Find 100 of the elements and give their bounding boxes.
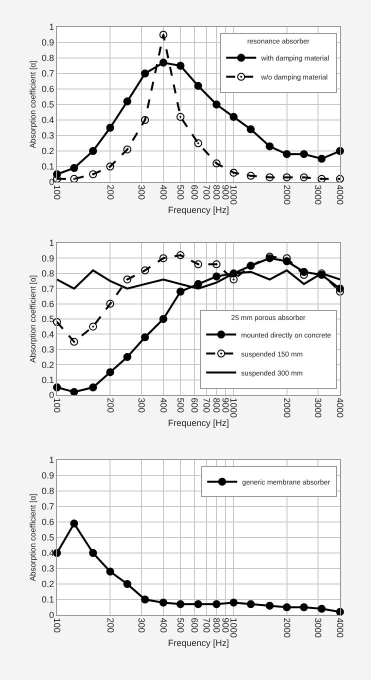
x-tick-label: 700 xyxy=(201,398,212,413)
point xyxy=(89,322,98,331)
point xyxy=(123,353,132,361)
point xyxy=(70,164,78,172)
x-tick-label: 400 xyxy=(158,398,168,413)
x-tick-label: 700 xyxy=(201,618,212,633)
point xyxy=(212,159,221,168)
y-tick-label: 0.4 xyxy=(42,329,54,340)
y-tick-label: 0.6 xyxy=(42,298,54,309)
point xyxy=(70,174,78,183)
y-tick-label: 0.9 xyxy=(42,38,54,48)
point xyxy=(141,596,150,604)
y-tick-label: 0.2 xyxy=(42,360,54,370)
x-tick-label: 4000 xyxy=(335,618,346,638)
x-tick-label: 1000 xyxy=(228,618,239,638)
x-tick-label: 100 xyxy=(52,618,62,633)
point xyxy=(106,162,114,170)
x-tick-label: 400 xyxy=(158,618,168,633)
x-tick-label: 800 xyxy=(212,618,222,633)
x-tick-label: 2000 xyxy=(282,618,292,638)
point xyxy=(176,251,184,260)
point xyxy=(246,172,255,180)
point xyxy=(318,174,326,183)
x-tick-label: 100 xyxy=(52,398,62,413)
point xyxy=(246,125,255,134)
point xyxy=(266,173,274,182)
point xyxy=(159,254,168,262)
y-tick-label: 0.1 xyxy=(42,594,54,605)
point xyxy=(318,154,326,163)
x-tick-label: 900 xyxy=(220,184,231,200)
point xyxy=(266,602,274,610)
x-tick-label: 100 xyxy=(52,184,62,200)
y-axis-title: Absorption coefficient [α] xyxy=(28,60,38,148)
y-tick-label: 1 xyxy=(49,238,54,248)
x-tick-label: 300 xyxy=(136,618,146,633)
x-tick-label: 3000 xyxy=(313,618,324,638)
point xyxy=(70,338,78,346)
point xyxy=(230,112,238,121)
point xyxy=(106,124,114,132)
point xyxy=(282,173,291,182)
point xyxy=(176,62,184,70)
y-tick-label: 0.6 xyxy=(42,517,54,528)
x-tick-label: 300 xyxy=(136,398,146,413)
point xyxy=(70,520,78,528)
x-tick-label: 3000 xyxy=(313,184,324,205)
y-tick-label: 0.5 xyxy=(42,100,54,110)
point xyxy=(266,142,274,150)
y-tick-label: 1 xyxy=(49,22,54,32)
point xyxy=(336,174,344,183)
point xyxy=(194,260,202,268)
y-tick-label: 0.9 xyxy=(42,253,54,264)
x-tick-label: 500 xyxy=(176,398,186,413)
point xyxy=(123,275,132,284)
point xyxy=(300,603,308,612)
point xyxy=(123,97,132,106)
y-tick-label: 0.2 xyxy=(42,579,54,590)
x-tick-label: 2000 xyxy=(282,398,292,418)
point xyxy=(230,168,238,177)
point xyxy=(123,145,132,154)
point xyxy=(159,315,168,323)
y-tick-label: 0.3 xyxy=(42,344,54,355)
point xyxy=(194,280,202,288)
point xyxy=(300,173,308,182)
point xyxy=(53,318,61,326)
x-tick-label: 900 xyxy=(220,618,231,633)
x-tick-label: 4000 xyxy=(335,184,346,205)
y-tick-label: 0.9 xyxy=(42,470,54,481)
point xyxy=(70,388,78,396)
x-tick-label: 600 xyxy=(190,618,200,633)
point xyxy=(176,600,184,608)
y-tick-label: 0.2 xyxy=(42,146,54,156)
y-tick-label: 1 xyxy=(49,455,54,466)
point xyxy=(246,600,255,608)
point xyxy=(89,170,98,178)
x-tick-label: 700 xyxy=(201,184,212,200)
y-tick-label: 0.3 xyxy=(42,130,54,141)
y-tick-label: 0.8 xyxy=(42,268,54,279)
y-tick-label: 0 xyxy=(49,610,54,620)
point xyxy=(141,116,150,124)
point xyxy=(106,568,114,576)
point xyxy=(176,288,184,296)
y-tick-label: 0.8 xyxy=(42,486,54,496)
point xyxy=(230,598,238,607)
y-axis-title: Absorption coefficient [α] xyxy=(28,275,38,363)
point xyxy=(194,600,202,608)
point xyxy=(212,600,221,608)
y-tick-label: 0.7 xyxy=(42,502,54,512)
x-tick-label: 800 xyxy=(212,398,222,413)
x-tick-label: 500 xyxy=(176,618,186,633)
point xyxy=(282,603,291,612)
point xyxy=(159,30,168,39)
x-tick-label: 600 xyxy=(190,184,200,200)
y-tick-label: 0.7 xyxy=(42,68,54,79)
point xyxy=(141,266,150,274)
point xyxy=(212,272,221,280)
point xyxy=(212,100,221,108)
point xyxy=(282,150,291,158)
point xyxy=(89,383,98,392)
x-axis-title: Frequency [Hz] xyxy=(168,638,230,648)
point xyxy=(159,58,168,67)
